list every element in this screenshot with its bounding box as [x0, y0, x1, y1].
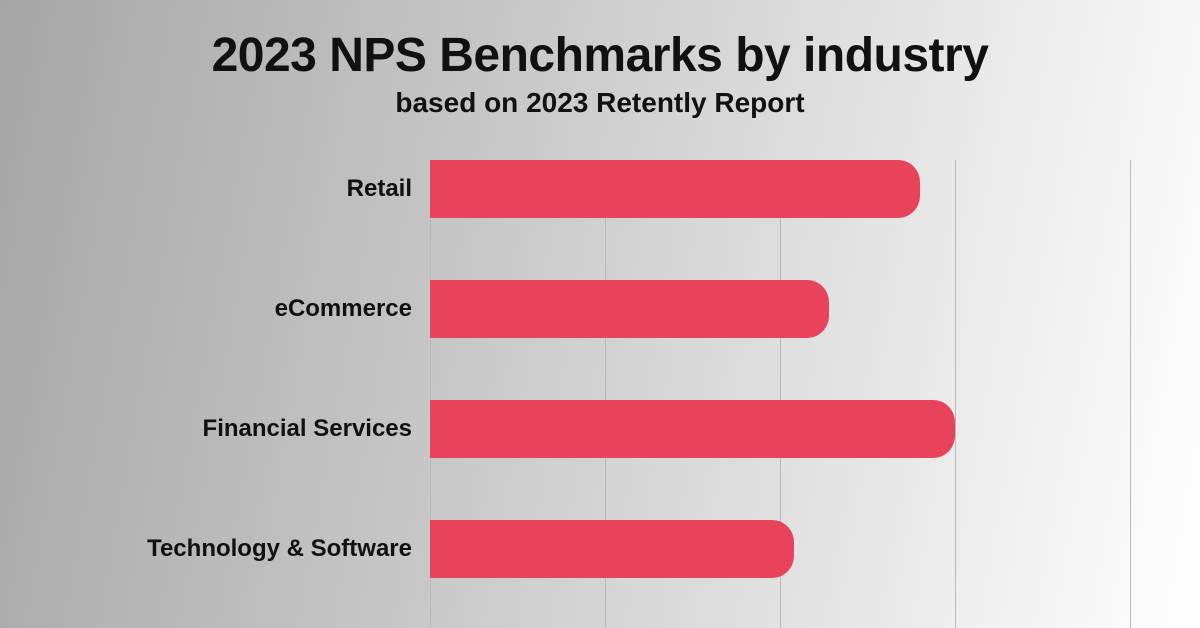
chart-row-label: Technology & Software — [147, 535, 430, 563]
chart-bar — [430, 160, 920, 218]
chart-title: 2023 NPS Benchmarks by industry — [0, 28, 1200, 83]
chart-subtitle: based on 2023 Retently Report — [0, 87, 1200, 119]
chart-row-label: Retail — [347, 175, 430, 203]
chart-row: Financial Services — [430, 400, 1130, 458]
chart-row: Retail — [430, 160, 1130, 218]
chart-bar — [430, 520, 794, 578]
chart-gridline — [1130, 160, 1131, 628]
chart-row: Technology & Software — [430, 520, 1130, 578]
chart-area: Retail eCommerce Financial Services Technol… — [0, 160, 1200, 628]
chart-row: eCommerce — [430, 280, 1130, 338]
chart-plot: Retail eCommerce Financial Services Technol… — [430, 160, 1130, 628]
chart-bar — [430, 280, 829, 338]
chart-bar — [430, 400, 955, 458]
chart-row-label: eCommerce — [275, 295, 430, 323]
chart-row-label: Financial Services — [203, 415, 430, 443]
